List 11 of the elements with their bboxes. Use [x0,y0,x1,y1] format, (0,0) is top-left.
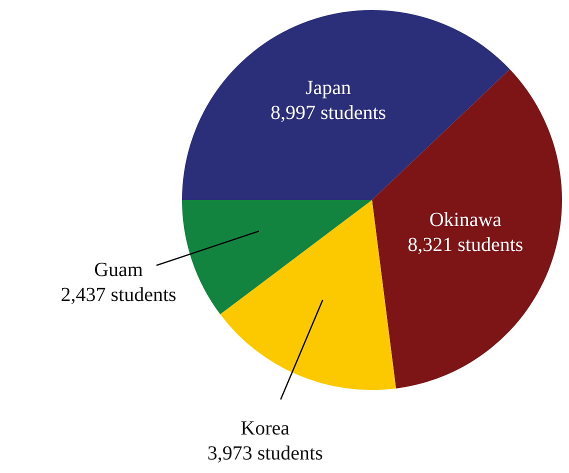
pie-slice [220,200,396,390]
slice-label: Japan [306,76,352,99]
pie-slice [182,10,510,200]
data-label: 3,973 students [207,442,324,464]
pie-slice [182,200,372,314]
slice-label: Okinawa [429,209,502,232]
slice-label: Korea [240,417,290,440]
data-label: 2,437 students [60,284,177,306]
slice-label: Guam [94,259,144,282]
data-label: 8,997 students [270,102,386,124]
data-label: 8,321 students [408,234,524,256]
